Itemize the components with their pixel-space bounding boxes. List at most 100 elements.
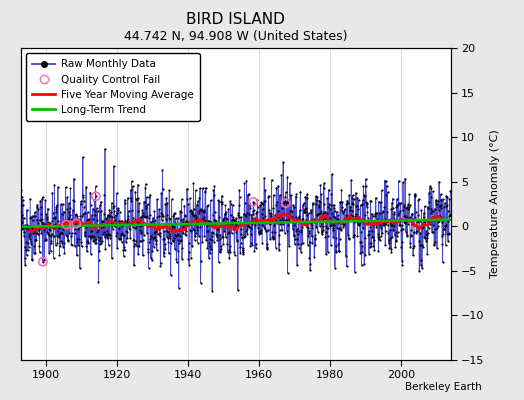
Point	[110, 208, 118, 214]
Point	[134, 208, 143, 214]
Point	[182, 218, 191, 225]
Point	[144, 245, 152, 252]
Point	[301, 209, 310, 215]
Point	[184, 249, 193, 255]
Point	[354, 197, 363, 203]
Point	[128, 222, 136, 228]
Point	[266, 209, 274, 216]
Point	[167, 226, 176, 233]
Point	[93, 205, 101, 211]
Point	[272, 198, 281, 205]
Point	[261, 219, 270, 226]
Point	[163, 228, 172, 234]
Point	[343, 198, 351, 204]
Point	[68, 230, 76, 236]
Point	[417, 256, 425, 263]
Point	[247, 215, 256, 221]
Point	[320, 180, 328, 186]
Point	[199, 207, 208, 214]
Point	[86, 189, 94, 196]
Point	[54, 224, 63, 231]
Point	[227, 220, 236, 226]
Point	[233, 236, 241, 243]
Point	[58, 211, 66, 218]
Point	[348, 200, 356, 206]
Point	[93, 217, 102, 223]
Point	[18, 218, 26, 225]
Point	[294, 241, 302, 247]
Point	[340, 221, 348, 228]
Point	[212, 222, 220, 229]
Point	[305, 255, 314, 262]
Point	[169, 236, 177, 243]
Point	[373, 216, 381, 222]
Point	[313, 229, 322, 235]
Point	[427, 210, 435, 216]
Point	[250, 248, 259, 254]
Point	[315, 198, 324, 205]
Point	[146, 191, 154, 198]
Point	[306, 261, 314, 267]
Point	[248, 220, 257, 227]
Point	[127, 186, 135, 193]
Point	[239, 245, 247, 251]
Point	[290, 222, 298, 228]
Point	[98, 238, 106, 244]
Point	[416, 218, 424, 224]
Point	[163, 199, 171, 206]
Point	[279, 220, 288, 227]
Point	[289, 202, 298, 208]
Point	[263, 244, 271, 250]
Point	[347, 212, 355, 218]
Point	[182, 232, 190, 238]
Point	[84, 239, 92, 246]
Point	[376, 210, 384, 216]
Point	[195, 195, 204, 201]
Point	[123, 217, 132, 224]
Point	[280, 230, 289, 236]
Point	[116, 209, 124, 216]
Point	[17, 212, 26, 218]
Point	[365, 228, 373, 234]
Point	[154, 221, 162, 227]
Point	[148, 234, 156, 240]
Point	[86, 202, 95, 208]
Point	[138, 207, 147, 214]
Point	[348, 192, 357, 199]
Point	[345, 235, 353, 242]
Point	[264, 194, 272, 200]
Point	[238, 234, 246, 240]
Point	[229, 216, 237, 222]
Point	[114, 218, 123, 224]
Point	[271, 244, 280, 251]
Point	[150, 234, 159, 241]
Point	[116, 236, 125, 242]
Point	[91, 239, 99, 246]
Point	[136, 222, 145, 229]
Point	[224, 221, 232, 228]
Point	[318, 228, 326, 234]
Point	[24, 239, 32, 246]
Point	[219, 240, 227, 247]
Point	[290, 204, 299, 210]
Point	[175, 240, 183, 246]
Point	[341, 217, 349, 224]
Point	[391, 228, 400, 235]
Point	[389, 222, 398, 229]
Point	[245, 224, 253, 230]
Point	[253, 208, 261, 215]
Point	[92, 193, 100, 200]
Point	[168, 226, 177, 232]
Point	[345, 192, 353, 198]
Point	[31, 213, 39, 219]
Point	[214, 224, 222, 230]
Point	[166, 216, 174, 222]
Point	[118, 232, 127, 239]
Point	[62, 232, 70, 238]
Point	[48, 230, 56, 237]
Point	[206, 235, 214, 242]
Point	[327, 191, 335, 198]
Point	[339, 221, 347, 228]
Point	[149, 234, 158, 241]
Point	[274, 182, 282, 189]
